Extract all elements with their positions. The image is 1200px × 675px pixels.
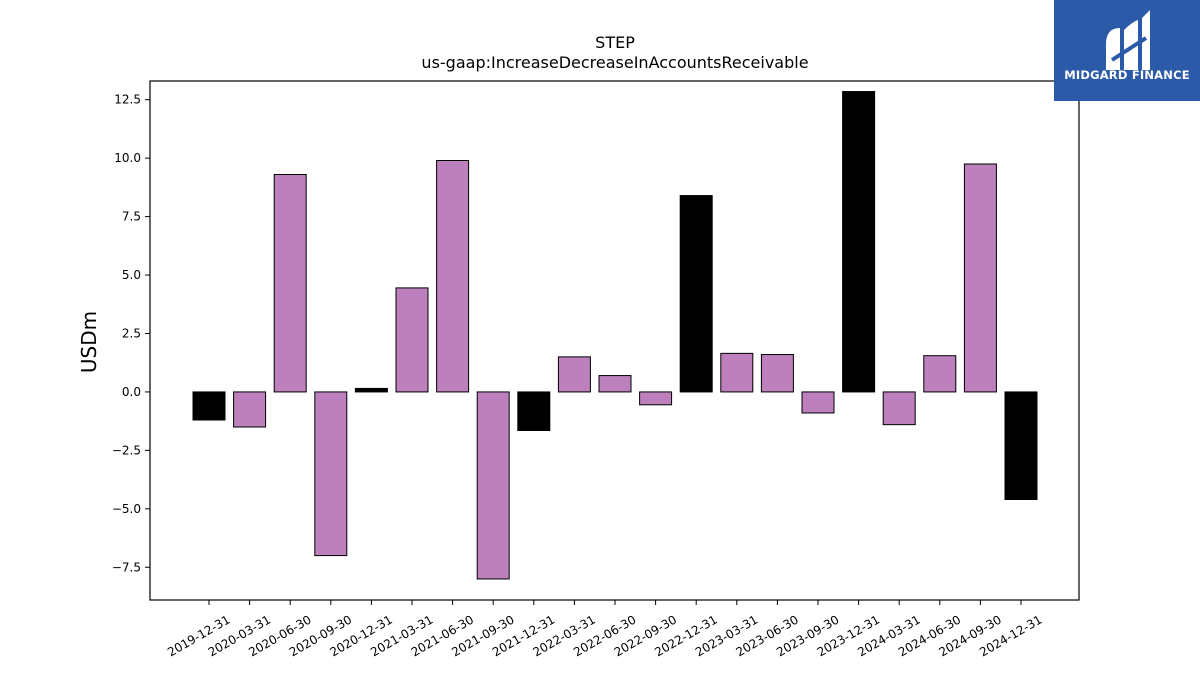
plot-frame <box>149 80 1080 601</box>
bar-2024-03-31 <box>882 391 916 426</box>
bars-group <box>192 91 1038 580</box>
y-tick-label: −5.0 <box>112 502 141 516</box>
y-axis-label: USDm <box>77 311 101 373</box>
x-ticks-group: 2019-12-312020-03-312020-06-302020-09-30… <box>165 600 1045 659</box>
bar-2021-06-30 <box>436 159 470 393</box>
bar-2019-12-31 <box>192 391 226 421</box>
bar-2020-06-30 <box>273 174 307 393</box>
y-tick-label: −7.5 <box>112 560 141 574</box>
bar-2021-03-31 <box>395 287 429 393</box>
chart-title: STEP <box>595 33 635 52</box>
bar-2022-06-30 <box>598 375 632 393</box>
bar-2020-03-31 <box>233 391 267 428</box>
logo: MIDGARD FINANCE <box>1054 0 1200 101</box>
chart-subtitle: us-gaap:IncreaseDecreaseInAccountsReceiv… <box>421 53 808 72</box>
bar-2021-12-31 <box>517 391 551 432</box>
y-ticks-group: −7.5 −5.0 −2.5 0.0 2.5 5.0 7.5 10.0 12.5 <box>112 93 150 574</box>
bar-2022-03-31 <box>557 356 591 393</box>
bar-2023-03-31 <box>720 352 754 393</box>
y-tick-label: 7.5 <box>122 210 141 224</box>
y-tick-label: −2.5 <box>112 443 141 457</box>
y-tick-label: 12.5 <box>114 93 141 107</box>
bar-2022-09-30 <box>639 391 673 406</box>
bar-2023-06-30 <box>760 354 794 393</box>
logo-text: MIDGARD FINANCE <box>1064 68 1190 82</box>
bar-2024-12-31 <box>1004 391 1038 500</box>
logo-icon <box>1106 10 1150 70</box>
y-tick-label: 5.0 <box>122 268 141 282</box>
bar-2020-09-30 <box>314 391 348 557</box>
y-tick-label: 0.0 <box>122 385 141 399</box>
bar-2020-12-31 <box>354 387 388 393</box>
bar-2021-09-30 <box>476 391 510 580</box>
y-tick-label: 2.5 <box>122 326 141 340</box>
y-tick-label: 10.0 <box>114 151 141 165</box>
bar-2024-09-30 <box>963 163 997 393</box>
bar-2023-12-31 <box>842 91 876 393</box>
bar-2023-09-30 <box>801 391 835 414</box>
bar-2024-06-30 <box>923 355 957 393</box>
bar-2022-12-31 <box>679 195 713 393</box>
